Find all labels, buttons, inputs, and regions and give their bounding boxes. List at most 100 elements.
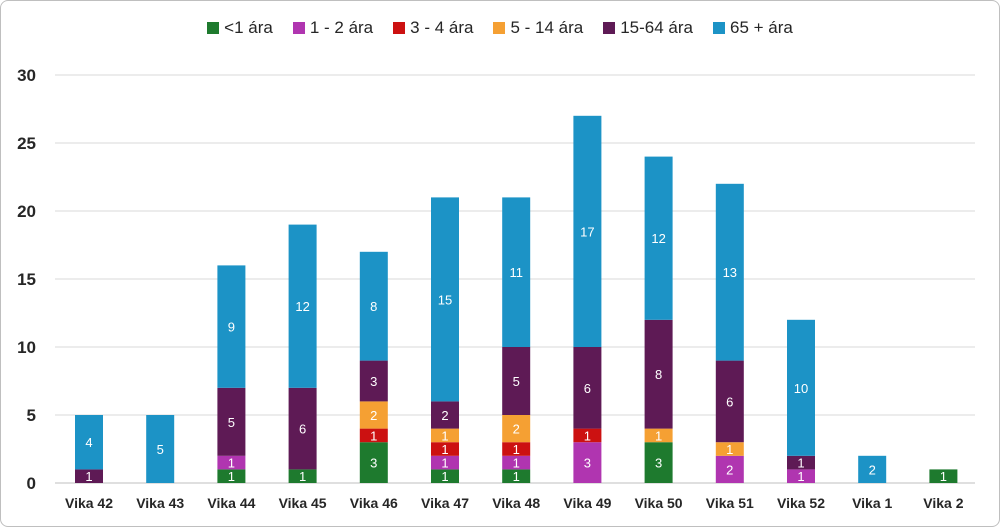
bar-segment — [644, 156, 673, 320]
bar-segment-label: 3 — [584, 456, 591, 471]
legend-label-3-4: 3 - 4 ára — [410, 18, 474, 37]
legend-item-3-4: 3 - 4 ára — [393, 18, 473, 38]
bar-segment-label: 1 — [441, 428, 448, 443]
x-tick-label: Vika 50 — [635, 495, 683, 511]
bar-segment — [502, 415, 531, 443]
bar-segment — [431, 197, 459, 402]
bar-segment-label: 4 — [85, 435, 92, 450]
x-tick-label: Vika 49 — [563, 495, 611, 511]
legend-label-5-14: 5 - 14 ára — [510, 18, 584, 37]
legend-item-5-14: 5 - 14 ára — [493, 18, 583, 38]
bar-segment-label: 6 — [299, 422, 306, 437]
bar-segment-label: 1 — [228, 456, 235, 471]
bar-segment — [75, 415, 103, 470]
x-tick-label: Vika 2 — [923, 495, 963, 511]
y-tick-label: 30 — [17, 66, 36, 85]
bar-segment — [217, 265, 246, 388]
bar-segment — [715, 455, 744, 483]
bar-segment — [502, 197, 531, 347]
bar-segment — [787, 455, 815, 470]
x-tick-label: Vika 45 — [279, 495, 327, 511]
bar-segment — [75, 469, 103, 483]
bar-segment-label: 5 — [228, 415, 235, 430]
bar-segment — [431, 401, 459, 429]
x-tick-label: Vika 46 — [350, 495, 398, 511]
bar-segment — [644, 428, 673, 443]
legend-swatch-65-plus — [713, 22, 725, 34]
bar-segment — [217, 455, 246, 470]
bar-segment-label: 1 — [726, 442, 733, 457]
x-tick-label: Vika 44 — [207, 495, 255, 511]
legend-label-65-plus: 65 + ára — [730, 18, 793, 37]
chart-legend: <1 ára 1 - 2 ára 3 - 4 ára 5 - 14 ára 15… — [0, 18, 1000, 38]
bar-segment-label: 11 — [509, 265, 523, 280]
legend-item-under-1: <1 ára — [207, 18, 273, 38]
bar-segment — [715, 442, 744, 456]
y-tick-label: 25 — [17, 134, 36, 153]
bar-segment-label: 15 — [438, 292, 452, 307]
bar-segment-label: 1 — [797, 469, 804, 484]
bar-segment-label: 1 — [513, 469, 520, 484]
bar-segment-label: 13 — [723, 265, 737, 280]
bar-segment-label: 1 — [299, 469, 306, 484]
bar-segment — [502, 442, 531, 456]
x-tick-label: Vika 47 — [421, 495, 469, 511]
bar-segment-label: 1 — [228, 469, 235, 484]
x-tick-label: Vika 52 — [777, 495, 825, 511]
legend-swatch-15-64 — [603, 22, 616, 34]
bar-segment — [644, 442, 673, 483]
legend-swatch-1-2 — [292, 22, 305, 34]
legend-swatch-5-14 — [493, 22, 506, 34]
legend-item-65-plus: 65 + ára — [713, 18, 793, 38]
bar-segment — [288, 224, 317, 388]
bar-segment — [359, 251, 388, 361]
bar-segment — [787, 319, 815, 456]
bar-segment-label: 1 — [940, 469, 947, 484]
bar-segment-label: 9 — [228, 320, 235, 335]
bar-segment-label: 5 — [513, 374, 520, 389]
bar-segment — [502, 347, 531, 415]
y-tick-label: 5 — [27, 406, 36, 425]
bar-segment — [431, 428, 459, 443]
bar-segment — [359, 360, 388, 402]
bar-segment-label: 2 — [726, 462, 733, 477]
bar-segment-label: 2 — [441, 408, 448, 423]
legend-label-under-1: <1 ára — [224, 18, 273, 37]
bar-segment — [573, 115, 602, 347]
bar-segment-label: 1 — [797, 456, 804, 471]
legend-label-15-64: 15-64 ára — [620, 18, 693, 37]
y-tick-label: 15 — [17, 270, 36, 289]
legend-label-1-2: 1 - 2 ára — [309, 18, 374, 37]
x-tick-label: Vika 48 — [492, 495, 540, 511]
y-tick-label: 0 — [27, 474, 36, 493]
bar-segment-label: 6 — [584, 381, 591, 396]
x-tick-label: Vika 43 — [136, 495, 184, 511]
bar-segment-label: 1 — [441, 469, 448, 484]
bar-segment-label: 17 — [580, 224, 594, 239]
bar-segment — [929, 469, 958, 483]
legend-item-1-2: 1 - 2 ára — [292, 18, 374, 38]
bar-segment — [217, 469, 246, 483]
bar-segment-label: 3 — [370, 456, 377, 471]
bar-segment — [359, 442, 388, 483]
legend-swatch-3-4 — [393, 22, 406, 34]
bar-segment — [431, 455, 459, 470]
bar-segment — [431, 469, 459, 483]
bar-segment-label: 3 — [370, 374, 377, 389]
bar-segment — [715, 360, 744, 443]
bar-segment — [858, 455, 887, 483]
bar-segment — [644, 319, 673, 429]
bar-segment — [359, 401, 388, 429]
bar-segment-label: 8 — [370, 299, 377, 314]
bar-segment-label: 8 — [655, 367, 662, 382]
bar-segment — [217, 387, 246, 456]
y-tick-label: 10 — [17, 338, 36, 357]
x-tick-label: Vika 42 — [65, 495, 113, 511]
bar-segment-label: 6 — [726, 394, 733, 409]
bar-segment — [573, 428, 602, 443]
bar-segment — [288, 387, 317, 470]
bar-segment-label: 1 — [584, 428, 591, 443]
bar-segment-label: 2 — [513, 422, 520, 437]
bar-segment-label: 1 — [441, 442, 448, 457]
